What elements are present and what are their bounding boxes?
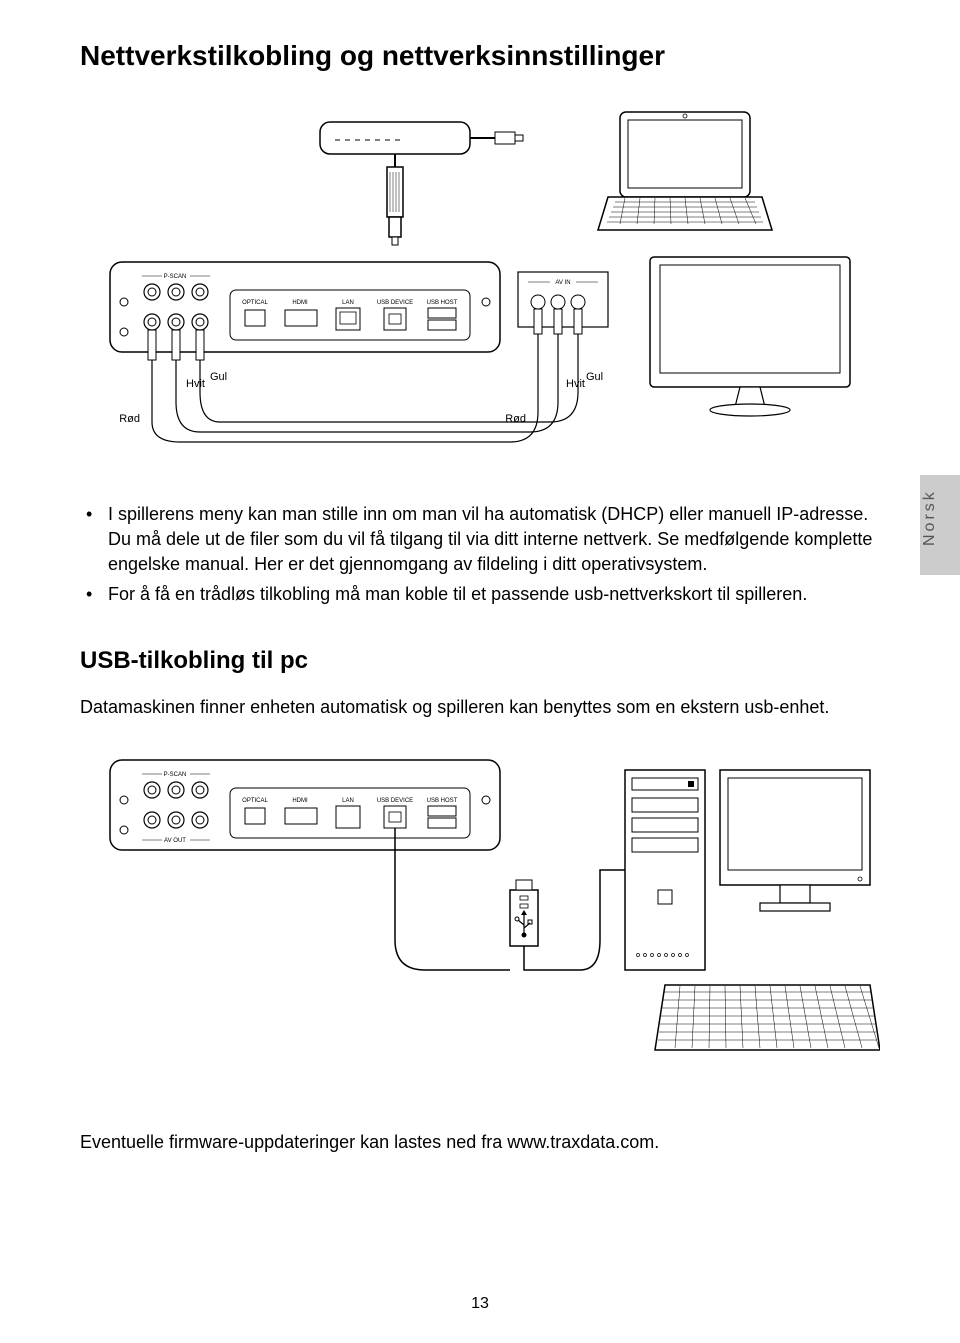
pc-monitor-icon bbox=[720, 770, 870, 911]
svg-text:HDMI: HDMI bbox=[292, 798, 308, 804]
monitor-icon bbox=[650, 257, 850, 416]
svg-text:AV IN: AV IN bbox=[555, 280, 570, 286]
svg-text:Gul: Gul bbox=[210, 371, 227, 383]
language-tab: Norsk bbox=[920, 475, 960, 575]
svg-text:HDMI: HDMI bbox=[292, 300, 308, 306]
usb-diagram: P-SCAN AV OUT OPTICAL HDMI LAN USB DEVIC… bbox=[80, 740, 880, 1100]
svg-text:OPTICAL: OPTICAL bbox=[242, 300, 268, 306]
keyboard-icon bbox=[655, 985, 880, 1050]
svg-text:LAN: LAN bbox=[342, 798, 354, 804]
bullet-item: I spillerens meny kan man stille inn om … bbox=[80, 502, 880, 578]
router-icon bbox=[320, 122, 523, 154]
svg-text:Hvit: Hvit bbox=[186, 378, 205, 390]
page-number: 13 bbox=[0, 1295, 960, 1313]
svg-text:USB DEVICE: USB DEVICE bbox=[377, 300, 413, 306]
svg-text:USB HOST: USB HOST bbox=[427, 798, 458, 804]
svg-text:AV OUT: AV OUT bbox=[164, 838, 186, 844]
page-title: Nettverkstilkobling og nettverksinnstill… bbox=[80, 40, 880, 72]
svg-text:Gul: Gul bbox=[586, 371, 603, 383]
svg-text:USB HOST: USB HOST bbox=[427, 300, 458, 306]
footer-text: Eventuelle firmware-uppdateringer kan la… bbox=[80, 1130, 880, 1155]
ethernet-cable-icon bbox=[387, 154, 403, 245]
bullet-list: I spillerens meny kan man stille inn om … bbox=[80, 502, 880, 607]
laptop-icon bbox=[598, 112, 772, 230]
port-label: P-SCAN bbox=[164, 274, 187, 280]
section-text: Datamaskinen finner enheten automatisk o… bbox=[80, 695, 880, 720]
svg-text:P-SCAN: P-SCAN bbox=[164, 772, 187, 778]
section-title: USB-tilkobling til pc bbox=[80, 647, 880, 675]
tv-input-icon: AV IN Rød Hvit Gul bbox=[505, 272, 608, 425]
network-diagram: P-SCAN OPTICAL HDMI LAN USB DEVICE USB H… bbox=[80, 102, 880, 482]
pc-tower-icon bbox=[625, 770, 705, 970]
svg-text:Rød: Rød bbox=[119, 413, 140, 425]
svg-text:OPTICAL: OPTICAL bbox=[242, 798, 268, 804]
svg-text:Hvit: Hvit bbox=[566, 378, 585, 390]
media-player-icon: P-SCAN AV OUT OPTICAL HDMI LAN USB DEVIC… bbox=[110, 760, 500, 850]
svg-text:LAN: LAN bbox=[342, 300, 354, 306]
language-label: Norsk bbox=[921, 506, 939, 546]
svg-text:USB DEVICE: USB DEVICE bbox=[377, 798, 413, 804]
bullet-item: For å få en trådløs tilkobling må man ko… bbox=[80, 582, 880, 607]
svg-text:Rød: Rød bbox=[505, 413, 526, 425]
